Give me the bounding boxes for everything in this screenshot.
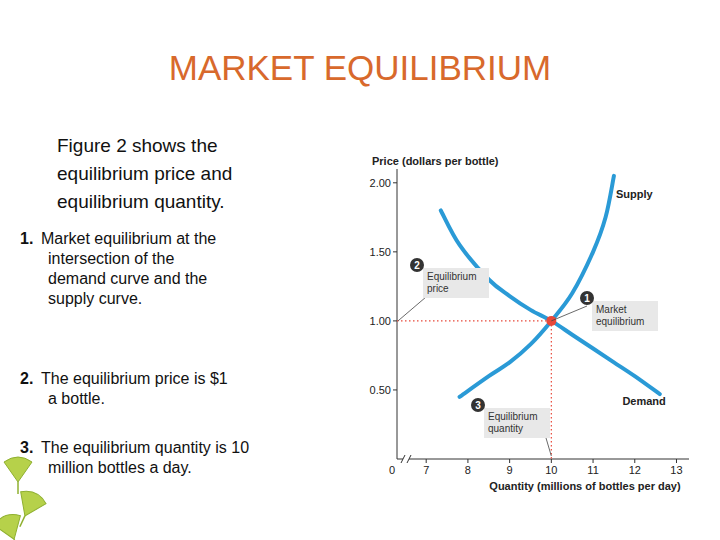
plot-area (397, 176, 660, 459)
callout: Marketequilibrium 1 (551, 291, 658, 331)
chart: 00.501.001.502.0078910111213Price (dolla… (370, 155, 689, 492)
price-guide (397, 320, 551, 321)
callout-number: 2 (414, 260, 420, 271)
callout: Equilibriumprice 2 (398, 258, 489, 321)
y-tick (393, 389, 397, 390)
y-tick (393, 320, 397, 321)
x-axis-title: Quantity (millions of bottles per day) (489, 480, 681, 492)
y-tick-label: 2.00 (370, 177, 391, 189)
callout-text: quantity (488, 423, 523, 434)
callout-text: Market (596, 304, 627, 315)
x-tick (426, 459, 427, 463)
y-tick (393, 182, 397, 183)
callout-badge (580, 291, 594, 305)
point-line: The equilibrium quantity is 10 (41, 439, 249, 456)
callout-leader (551, 306, 587, 321)
leaf-blade (0, 511, 27, 540)
callout: Equilibriumquantity 3 (471, 398, 551, 456)
y-axis (397, 169, 398, 459)
x-tick (676, 459, 677, 463)
point-number: 2. (20, 370, 33, 387)
intro-line: equilibrium price and (57, 163, 232, 184)
y-tick-label: 1.50 (370, 246, 391, 258)
point-line: supply curve. (48, 290, 142, 307)
point-number: 1. (20, 230, 33, 247)
x-tick (551, 459, 552, 463)
callout-badge (471, 398, 485, 412)
callout-number: 3 (475, 400, 481, 411)
x-tick (593, 459, 594, 463)
x-tick-label: 12 (629, 464, 641, 476)
point-line: The equilibrium price is $1 (41, 370, 228, 387)
x-tick-label: 9 (507, 464, 513, 476)
quantity-guide (551, 321, 552, 459)
x-tick (467, 459, 468, 463)
leaf-stem (17, 482, 19, 494)
title: MARKET EQUILIBRIUM (169, 48, 551, 87)
point-line: demand curve and the (48, 270, 207, 287)
callout-box (592, 301, 658, 331)
callout-text: price (427, 283, 449, 294)
callout-leader (546, 438, 551, 456)
page: {"slide": {"title": "MARKET EQUILIBRIUM"… (0, 0, 720, 540)
series-label: Supply (616, 188, 654, 200)
callout-text: Equilibrium (427, 271, 476, 282)
slide: MARKET EQUILIBRIUM Figure 2 shows the equi… (0, 0, 720, 540)
origin-label: 0 (389, 464, 395, 476)
callout-badge (410, 258, 424, 272)
series-line (441, 210, 660, 394)
y-tick-label: 1.00 (370, 315, 391, 327)
x-tick-label: 13 (670, 464, 682, 476)
intro-line: equilibrium quantity. (57, 191, 225, 212)
leaf-stem (14, 539, 18, 540)
y-tick (393, 251, 397, 252)
point-number: 3. (20, 439, 33, 456)
y-axis-title: Price (dollars per bottle) (372, 155, 499, 167)
x-tick-label: 8 (465, 464, 471, 476)
callout-leader (398, 297, 426, 321)
point-line: million bottles a day. (48, 459, 192, 476)
axis-break (401, 455, 405, 463)
point-line: intersection of the (48, 250, 174, 267)
leaf-stem (20, 516, 25, 527)
callout-text: Equilibrium (488, 411, 537, 422)
leaf (4, 457, 32, 494)
x-tick-label: 7 (423, 464, 429, 476)
decoration (0, 457, 48, 540)
point-line: a bottle. (48, 390, 105, 407)
axis-break (407, 455, 411, 463)
intro-line: Figure 2 shows the (57, 135, 218, 156)
x-tick-label: 10 (545, 464, 557, 476)
x-tick (634, 459, 635, 463)
leaf (0, 511, 31, 540)
leaf-blade (4, 457, 32, 482)
callout-number: 1 (584, 293, 590, 304)
x-tick (509, 459, 510, 463)
series-label: Demand (622, 395, 665, 407)
callout-box (484, 408, 550, 438)
callout-text: equilibrium (596, 316, 644, 327)
callout-box (423, 268, 489, 298)
x-axis (397, 459, 689, 460)
y-tick-label: 0.50 (370, 384, 391, 396)
x-tick-label: 11 (587, 464, 598, 476)
point-line: Market equilibrium at the (41, 230, 216, 247)
